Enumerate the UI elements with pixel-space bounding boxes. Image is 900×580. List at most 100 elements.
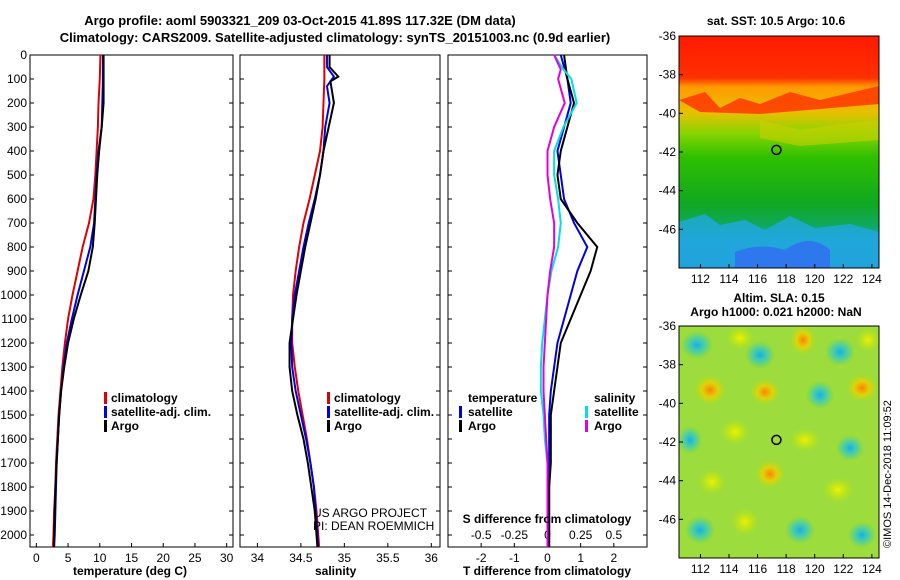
sst-map-axes: 112 114 116 118 120 122 124 -36 -38 -40 -42 -44 -46 — [659, 29, 883, 286]
x-tick-label: -2 — [476, 551, 487, 565]
y-tick-label: 1400 — [0, 384, 27, 398]
y-tick-label: -42 — [659, 435, 677, 449]
legend-swatch-t-satellite — [459, 406, 462, 418]
sst-yellow-band — [760, 120, 879, 146]
y-tick-label: -36 — [659, 319, 677, 333]
x-tick-label: 114 — [719, 562, 738, 576]
legend-swatch-s-satellite — [585, 406, 588, 418]
sla-map-axes: 112 114 116 118 120 122 124 -36 -38 -40 -42 -44 -46 — [659, 319, 883, 576]
x-tick-label-salinity: -0.25 — [501, 528, 529, 542]
title-line-2: Climatology: CARS2009. Satellite-adjuste… — [60, 30, 611, 45]
legend-label: Argo — [111, 419, 139, 433]
y-tick-label: -44 — [659, 474, 677, 488]
series-line — [548, 54, 589, 547]
legend-label: satellite-adj. clim. — [334, 405, 434, 419]
x-tick-label: 10 — [93, 551, 107, 565]
x-tick-label: 34 — [251, 551, 265, 565]
legend-label: climatology — [111, 391, 178, 405]
sst-warm-band — [679, 86, 879, 114]
y-tick-label: 1100 — [1, 312, 27, 326]
x-tick-label: 124 — [862, 562, 882, 576]
y-tick-label: 1600 — [0, 432, 27, 446]
y-tick-label: 1000 — [0, 288, 27, 302]
sst-map-title: sat. SST: 10.5 Argo: 10.6 — [707, 14, 846, 28]
y-tick-label: 1500 — [0, 408, 27, 422]
y-tick-label: 100 — [7, 72, 27, 86]
y-tick-label: -44 — [659, 184, 677, 198]
legend-label: satellite-adj. clim. — [111, 405, 211, 419]
sla-map — [678, 325, 880, 558]
x-tick-label: 122 — [833, 272, 853, 286]
series-line — [548, 54, 599, 547]
x-tick-label: 120 — [805, 562, 825, 576]
series-line — [288, 55, 340, 548]
legend-label: climatology — [334, 391, 401, 405]
y-tick-label: 800 — [7, 240, 27, 254]
y-tick-label: 300 — [7, 120, 27, 134]
y-tick-label: 700 — [7, 216, 27, 230]
y-tick-label: -36 — [659, 29, 677, 43]
sst-map — [679, 36, 879, 268]
y-tick-label: 1300 — [0, 360, 27, 374]
project-credit: US ARGO PROJECT — [313, 506, 428, 520]
plot-frame — [239, 54, 441, 548]
legend-swatch-satellite — [104, 406, 107, 418]
difference-profile-plot: -2 -1 0 1 2-0.5 -0.25 0 0.25 0.5 — [447, 54, 648, 565]
temperature-xlabel: temperature (deg C) — [73, 564, 187, 578]
y-tick-label: 2000 — [0, 528, 27, 542]
x-tick-label: 116 — [748, 562, 767, 576]
sla-map-subtitle: Argo h1000: 0.021 h2000: NaN — [690, 305, 861, 319]
x-tick-label: 120 — [805, 272, 825, 286]
legend-swatch-argo — [104, 420, 107, 432]
sla-map-title: Altim. SLA: 0.15 — [733, 291, 825, 305]
x-tick-label-salinity: 0.5 — [605, 528, 622, 542]
title-line-1: Argo profile: aoml 5903321_209 03-Oct-20… — [84, 13, 515, 28]
difference-xlabel: T difference from climatology — [463, 564, 631, 578]
y-tick-label: -42 — [659, 145, 677, 159]
x-tick-label: 118 — [777, 562, 796, 576]
y-tick-label: 0 — [20, 48, 27, 62]
argo-location-marker — [771, 434, 782, 446]
x-tick-label: 5 — [65, 551, 72, 565]
legend-label: Argo — [594, 419, 622, 433]
argo-location-marker — [771, 144, 782, 156]
x-tick-label: 15 — [125, 551, 139, 565]
series-line — [290, 55, 336, 548]
legend-swatch-argo — [327, 420, 330, 432]
x-tick-label: 112 — [691, 562, 710, 576]
legend-title-salinity: salinity — [594, 391, 636, 405]
imos-credit: ©IMOS 14-Dec-2018 11:09:52 — [882, 400, 894, 548]
y-tick-label: 900 — [7, 264, 27, 278]
x-tick-label: 35 — [338, 551, 352, 565]
x-tick-label: 114 — [719, 272, 738, 286]
series-line — [542, 54, 566, 547]
x-tick-label: 116 — [748, 272, 767, 286]
y-tick-label: 400 — [7, 144, 27, 158]
x-tick-label-salinity: 0.25 — [569, 528, 593, 542]
x-tick-label: 34.5 — [289, 551, 313, 565]
legend-swatch-climatology — [104, 392, 107, 404]
y-tick-label: 500 — [7, 168, 27, 182]
x-tick-label: 0 — [544, 551, 551, 565]
y-tick-label: 600 — [7, 192, 27, 206]
x-tick-label: -1 — [509, 551, 520, 565]
y-tick-label: 200 — [7, 96, 27, 110]
legend-label: Argo — [334, 419, 362, 433]
series-line — [53, 55, 105, 547]
legend-label: satellite — [468, 405, 513, 419]
x-tick-label: 30 — [220, 551, 234, 565]
difference-xlabel-salinity: S difference from climatology — [463, 512, 632, 526]
temperature-profile-plot: 0100200300400500600700800900100011001200… — [0, 48, 233, 565]
x-tick-label: 112 — [691, 272, 710, 286]
legend-label: Argo — [468, 419, 496, 433]
x-tick-label: 20 — [157, 551, 171, 565]
y-tick-label: -46 — [659, 512, 677, 526]
x-tick-label: 25 — [188, 551, 202, 565]
y-tick-label: -46 — [659, 222, 677, 236]
x-tick-label: 1 — [577, 551, 584, 565]
legend-swatch-t-argo — [459, 420, 462, 432]
x-tick-label: 124 — [862, 272, 882, 286]
difference-legend: temperature satellite Argo salinity sate… — [459, 391, 639, 433]
series-line — [291, 55, 326, 548]
